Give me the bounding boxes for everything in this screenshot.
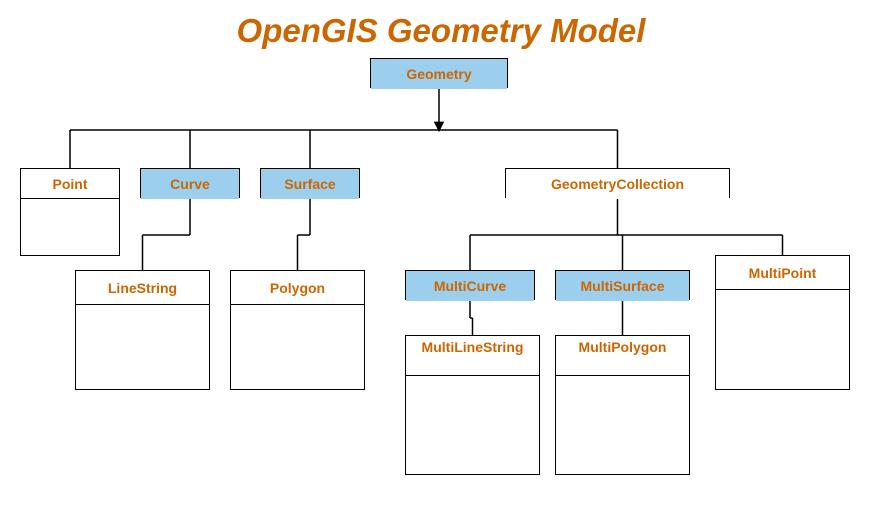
node-curve: Curve	[140, 168, 240, 198]
node-linestring: LineString	[75, 270, 210, 390]
node-surface: Surface	[260, 168, 360, 198]
node-multipoint: MultiPoint	[715, 255, 850, 390]
node-label: LineString	[76, 271, 209, 305]
diagram-title: OpenGIS Geometry Model	[0, 12, 882, 50]
node-label: MultiSurface	[556, 271, 689, 301]
diagram-canvas: OpenGIS Geometry Model Geometry Point Curv…	[0, 0, 882, 529]
node-label: MultiPoint	[716, 256, 849, 290]
node-multisurface: MultiSurface	[555, 270, 690, 300]
node-label: Point	[21, 169, 119, 199]
node-multipolygon: MultiPolygon	[555, 335, 690, 475]
node-geomcoll: GeometryCollection	[505, 168, 730, 198]
node-label: Polygon	[231, 271, 364, 305]
node-label: Geometry	[371, 59, 507, 89]
node-multilinestring: MultiLineString	[405, 335, 540, 475]
node-label: MultiCurve	[406, 271, 534, 301]
node-label: Surface	[261, 169, 359, 199]
node-polygon: Polygon	[230, 270, 365, 390]
node-label: MultiPolygon	[556, 336, 689, 376]
node-label: MultiLineString	[406, 336, 539, 376]
node-label: GeometryCollection	[506, 169, 729, 199]
node-geometry: Geometry	[370, 58, 508, 88]
node-label: Curve	[141, 169, 239, 199]
node-multicurve: MultiCurve	[405, 270, 535, 300]
node-point: Point	[20, 168, 120, 256]
